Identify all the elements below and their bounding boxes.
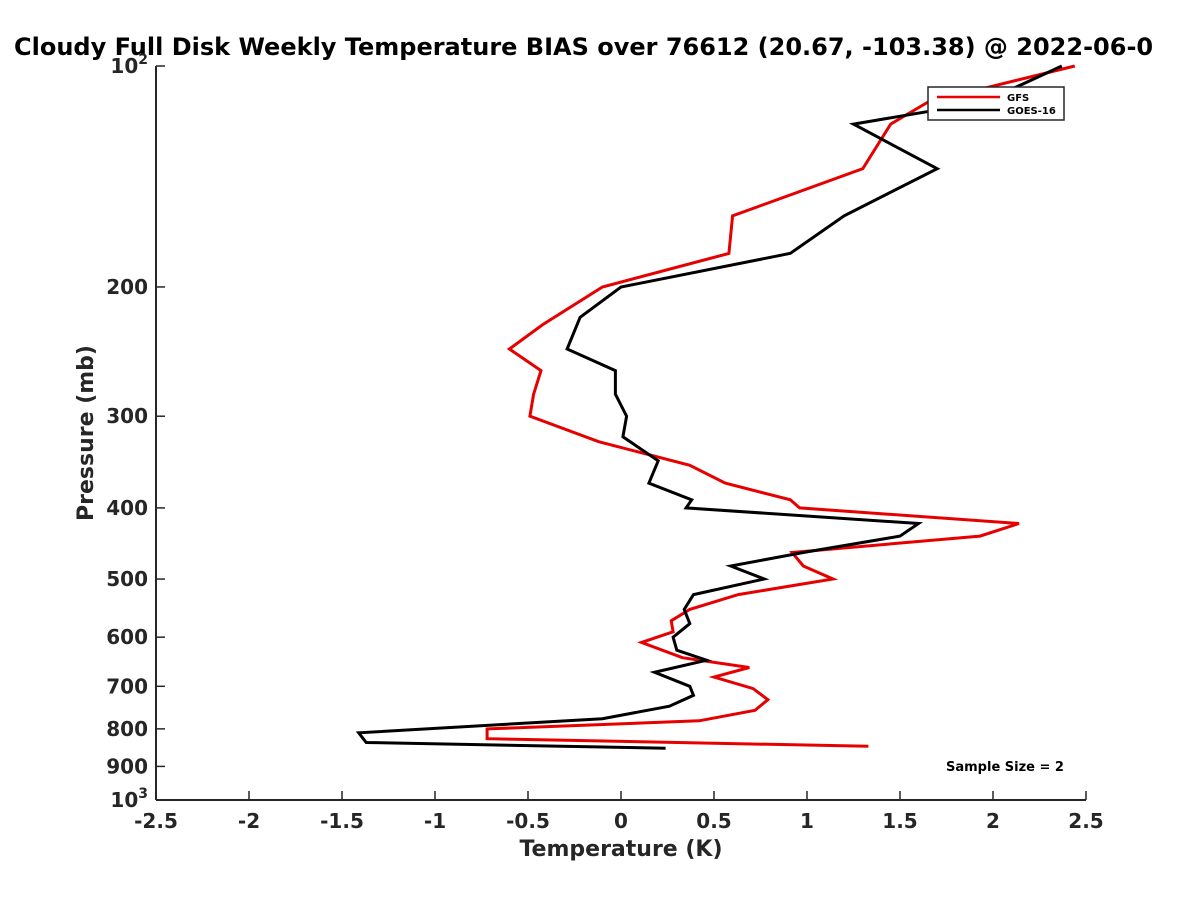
legend-label-goes16: GOES-16	[1007, 106, 1056, 117]
y-tick-base: 10	[110, 54, 138, 78]
x-tick-label: 2.5	[1068, 809, 1103, 833]
series-line-goes16	[355, 64, 1063, 750]
y-tick-exponent: 2	[138, 52, 148, 68]
x-tick-label: -0.5	[506, 809, 550, 833]
y-tick-label: 200	[106, 275, 148, 299]
legend-box	[927, 86, 1065, 121]
y-tick-label: 600	[106, 625, 148, 649]
x-tick-label: -1	[424, 809, 446, 833]
y-tick-label: 700	[106, 674, 148, 698]
x-tick-label: 1	[800, 809, 814, 833]
y-tick-label: 103	[110, 786, 148, 812]
x-tick-label: 1.5	[882, 809, 917, 833]
x-tick-label: -2.5	[134, 809, 178, 833]
y-tick-exponent: 3	[138, 786, 148, 802]
y-tick-label: 500	[106, 567, 148, 591]
y-axis-label: Pressure (mb)	[74, 345, 99, 521]
legend: GFS GOES-16	[927, 86, 1065, 121]
series-line-gfs	[485, 64, 1076, 748]
x-tick-label: -2	[238, 809, 260, 833]
legend-label-gfs: GFS	[1007, 93, 1029, 104]
y-tick-label: 300	[106, 404, 148, 428]
sample-size-annotation: Sample Size = 2	[946, 760, 1064, 775]
x-tick-label: 0.5	[696, 809, 731, 833]
y-tick-label: 400	[106, 496, 148, 520]
y-tick-label: 800	[106, 717, 148, 741]
x-tick-label: 2	[986, 809, 1000, 833]
y-tick-base: 10	[110, 788, 138, 812]
x-ticks: -2.5 -2 -1.5 -1 -0.5 0 0.5 1 1.5 2 2.5	[134, 791, 1104, 833]
axes: -2.5 -2 -1.5 -1 -0.5 0 0.5 1 1.5 2 2.5 10220030040…	[106, 52, 1103, 833]
x-tick-label: 0	[614, 809, 628, 833]
x-tick-label: -1.5	[320, 809, 364, 833]
chart-title: Cloudy Full Disk Weekly Temperature BIAS…	[14, 33, 1153, 61]
y-tick-label: 102	[110, 52, 148, 78]
x-axis-label: Temperature (K)	[519, 837, 722, 862]
plot-area	[355, 64, 1076, 750]
y-tick-label: 900	[106, 754, 148, 778]
